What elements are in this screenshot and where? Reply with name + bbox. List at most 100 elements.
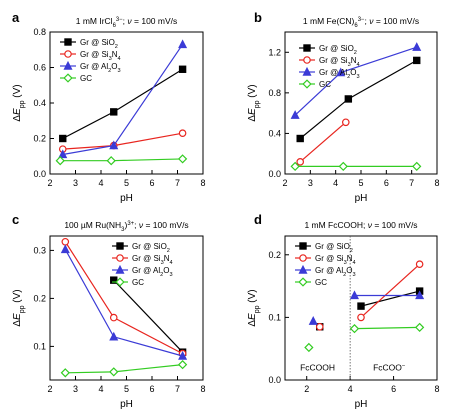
- legend-entry-label: Gr @ Si3N4: [132, 254, 173, 266]
- data-point: [61, 237, 70, 246]
- legend-entry-label: Gr @ SiO2: [319, 44, 357, 56]
- data-point: [60, 368, 70, 378]
- legend-marker: [302, 66, 312, 76]
- x-tick-label: 4: [333, 178, 338, 188]
- data-point: [344, 95, 353, 103]
- x-tick-label: 2: [47, 384, 52, 394]
- data-point: [109, 313, 118, 322]
- panel-c: c 100 µM Ru(NH3)3+; ν = 100 mV/s 2 3 4 5 6 7 8 0.…: [12, 212, 206, 410]
- data-point: [308, 316, 318, 325]
- y-tick-label: 0.4: [268, 128, 281, 138]
- data-point: [349, 324, 360, 334]
- legend-marker: [116, 254, 124, 262]
- annotation-label: FcCOO−: [373, 363, 406, 373]
- legend-entry-label: Gr @ Al2O3: [315, 266, 356, 278]
- data-point: [296, 134, 304, 143]
- data-point: [412, 42, 422, 51]
- legend-marker: [115, 277, 125, 287]
- legend-marker: [63, 73, 73, 83]
- y-tick-label: 0.2: [33, 293, 46, 303]
- x-tick-label: 7: [175, 384, 180, 394]
- x-axis-label: pH: [120, 193, 133, 204]
- panel-b: b 1 mM Fe(CN)63−; ν = 100 mV/s 2 3 4 5 6 7 8 0.0 0…: [247, 10, 440, 204]
- data-point: [106, 156, 116, 166]
- data-point: [109, 140, 119, 150]
- x-tick-label: 4: [98, 384, 103, 394]
- y-axis-label: ΔEpp (V): [12, 84, 26, 121]
- data-point: [55, 156, 65, 166]
- legend-marker: [302, 79, 312, 89]
- x-tick-label: 3: [73, 384, 78, 394]
- legend-marker: [64, 38, 72, 46]
- panel-a: a 1 mM IrCl63−; ν = 100 mV/s 2 3 4 5 6 7 8 0.0 0.2…: [12, 10, 206, 204]
- data-point: [178, 129, 187, 137]
- legend-marker: [116, 242, 124, 250]
- data-point: [341, 118, 350, 127]
- data-point: [415, 290, 425, 300]
- y-axis-label: ΔEpp (V): [247, 84, 261, 121]
- x-tick-label: 6: [149, 384, 154, 394]
- data-point: [290, 161, 300, 172]
- series-line: [360, 263, 421, 318]
- x-axis-label: pH: [355, 193, 368, 204]
- x-tick-label: 4: [348, 384, 353, 394]
- data-point: [178, 39, 188, 49]
- y-tick-label: 0.0: [268, 375, 281, 385]
- data-point: [109, 367, 119, 377]
- series-line: [62, 44, 184, 156]
- series-line: [299, 59, 418, 139]
- legend-marker: [298, 264, 308, 274]
- series-line: [62, 132, 183, 150]
- panel-d: d 1 mM FcCOOH; ν = 100 mV/s 2 4 6 8 0.0 0.1 0.2 p…: [247, 212, 440, 410]
- x-tick-label: 5: [358, 178, 363, 188]
- legend-entry-label: Gr @ SiO2: [132, 242, 170, 254]
- panel-title: 1 mM Fe(CN)63−; ν = 100 mV/s: [303, 16, 419, 29]
- panel-title: 1 mM FcCOOH; ν = 100 mV/s: [304, 220, 417, 230]
- legend-entry-label: GC: [132, 278, 144, 287]
- series-line: [354, 326, 420, 330]
- series-line: [360, 290, 420, 307]
- legend-entry-label: Gr @ Al2O3: [80, 62, 121, 74]
- data-point: [177, 154, 188, 164]
- y-tick-label: 0.4: [33, 98, 46, 108]
- x-tick-label: 8: [434, 178, 439, 188]
- x-tick-label: 2: [47, 178, 52, 188]
- legend-entry-label: Gr @ Si3N4: [80, 50, 121, 62]
- series-line: [113, 279, 184, 353]
- x-tick-label: 8: [200, 178, 205, 188]
- legend-marker: [303, 56, 311, 64]
- y-axis-label: ΔEpp (V): [247, 289, 261, 326]
- data-point: [178, 65, 187, 73]
- legend-marker: [63, 60, 73, 70]
- legend-entry-label: Gr @ Si3N4: [319, 56, 360, 68]
- x-tick-label: 8: [434, 384, 439, 394]
- y-tick-label: 0.3: [33, 245, 46, 255]
- x-tick-label: 7: [175, 178, 180, 188]
- x-tick-label: 3: [308, 178, 313, 188]
- y-tick-label: 0.1: [268, 312, 281, 322]
- legend-marker: [303, 44, 311, 52]
- legend-entry-label: Gr @ Al2O3: [319, 68, 360, 80]
- legend-entry-label: Gr @ Al2O3: [132, 266, 173, 278]
- data-point: [357, 302, 365, 310]
- data-point: [58, 149, 68, 159]
- data-point: [177, 359, 188, 370]
- y-tick-label: 1.2: [268, 47, 281, 57]
- data-point: [110, 108, 118, 116]
- data-point: [414, 322, 425, 333]
- series-line: [65, 364, 183, 374]
- legend-entry-label: Gr @ Si3N4: [315, 254, 356, 266]
- data-point: [59, 134, 67, 143]
- data-point: [349, 290, 360, 300]
- data-point: [304, 342, 314, 353]
- x-tick-label: 8: [200, 384, 205, 394]
- y-tick-label: 0.0: [268, 169, 281, 179]
- x-tick-label: 6: [391, 384, 396, 394]
- panel-title: 1 mM IrCl63−; ν = 100 mV/s: [76, 16, 178, 29]
- data-point: [357, 313, 365, 322]
- legend-marker: [64, 50, 72, 58]
- y-tick-label: 0.8: [268, 88, 281, 98]
- legend-marker: [115, 264, 125, 274]
